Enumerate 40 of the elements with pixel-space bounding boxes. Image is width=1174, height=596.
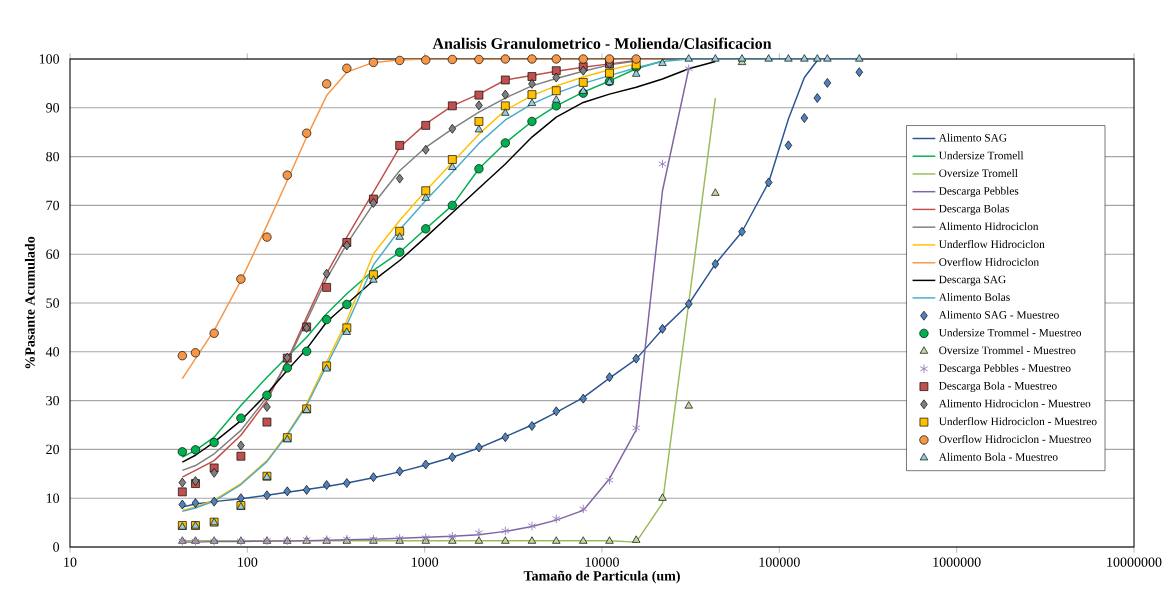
y-tick-label: 90	[46, 103, 60, 113]
y-tick-label: 50	[46, 298, 60, 308]
x-tick-label: 1000000	[933, 557, 981, 567]
chart-title: Analisis Granulometrico - Molienda/Clasificacion	[432, 37, 772, 49]
y-tick-label: 10	[46, 493, 60, 503]
y-tick-label: 70	[46, 200, 60, 211]
legend-label: Descarga Pebbles - Muestreo	[939, 363, 1071, 375]
legend-label: Oversize Trommel - Muestreo	[939, 346, 1076, 355]
legend-label: Alimento Bolas	[938, 293, 1010, 301]
legend-label: Alimento SAG - Muestreo	[938, 310, 1059, 319]
legend-label: Oversize Tromell	[939, 169, 1018, 177]
x-tick-label: 10	[64, 557, 77, 567]
y-tick-label: 40	[45, 347, 60, 357]
y-tick-label: 80	[46, 151, 60, 162]
x-tick-label: 100000	[759, 557, 800, 567]
legend-label: Overflow Hidrociclon - Muestreo	[939, 434, 1091, 444]
legend-label: Alimento Bola - Muestreo	[938, 452, 1058, 461]
x-tick-label: 10000	[585, 557, 619, 567]
legend-label: Undersize Tromell	[938, 151, 1024, 160]
x-tick-label: 1000	[411, 557, 439, 567]
y-tick-label: 100	[39, 54, 60, 64]
y-tick-label: 20	[46, 444, 60, 455]
legend-label: Underflow Hidrociclon	[938, 239, 1045, 249]
legend-label: Alimento Hidrociclon	[938, 222, 1039, 231]
legend-label: Overflow Hidrociclon	[939, 257, 1039, 266]
legend-label: Alimento Hidrociclon - Muestreo	[938, 399, 1091, 408]
y-tick-label: 60	[46, 249, 60, 259]
y-tick-label: 0	[53, 542, 60, 552]
legend-label: Alimento SAG	[938, 133, 1007, 142]
y-tick-label: 30	[46, 395, 60, 406]
legend-label: Descarga Pebbles	[939, 186, 1019, 198]
x-tick-label: 10000000	[1107, 557, 1162, 567]
x-tick-label: 100	[238, 557, 258, 567]
legend-label: Undersize Trommel - Muestreo	[938, 328, 1082, 337]
legend-label: Descarga Bolas	[939, 204, 1009, 215]
legend-label: Descarga SAG	[939, 275, 1006, 286]
legend-label: Underflow Hidrociclon - Muestreo	[938, 417, 1097, 426]
x-axis-title: Tamaño de Particula (um)	[523, 570, 680, 584]
y-axis-title: %Pasante Acumulado	[24, 236, 35, 369]
legend-label: Descarga Bola - Muestreo	[939, 381, 1057, 392]
